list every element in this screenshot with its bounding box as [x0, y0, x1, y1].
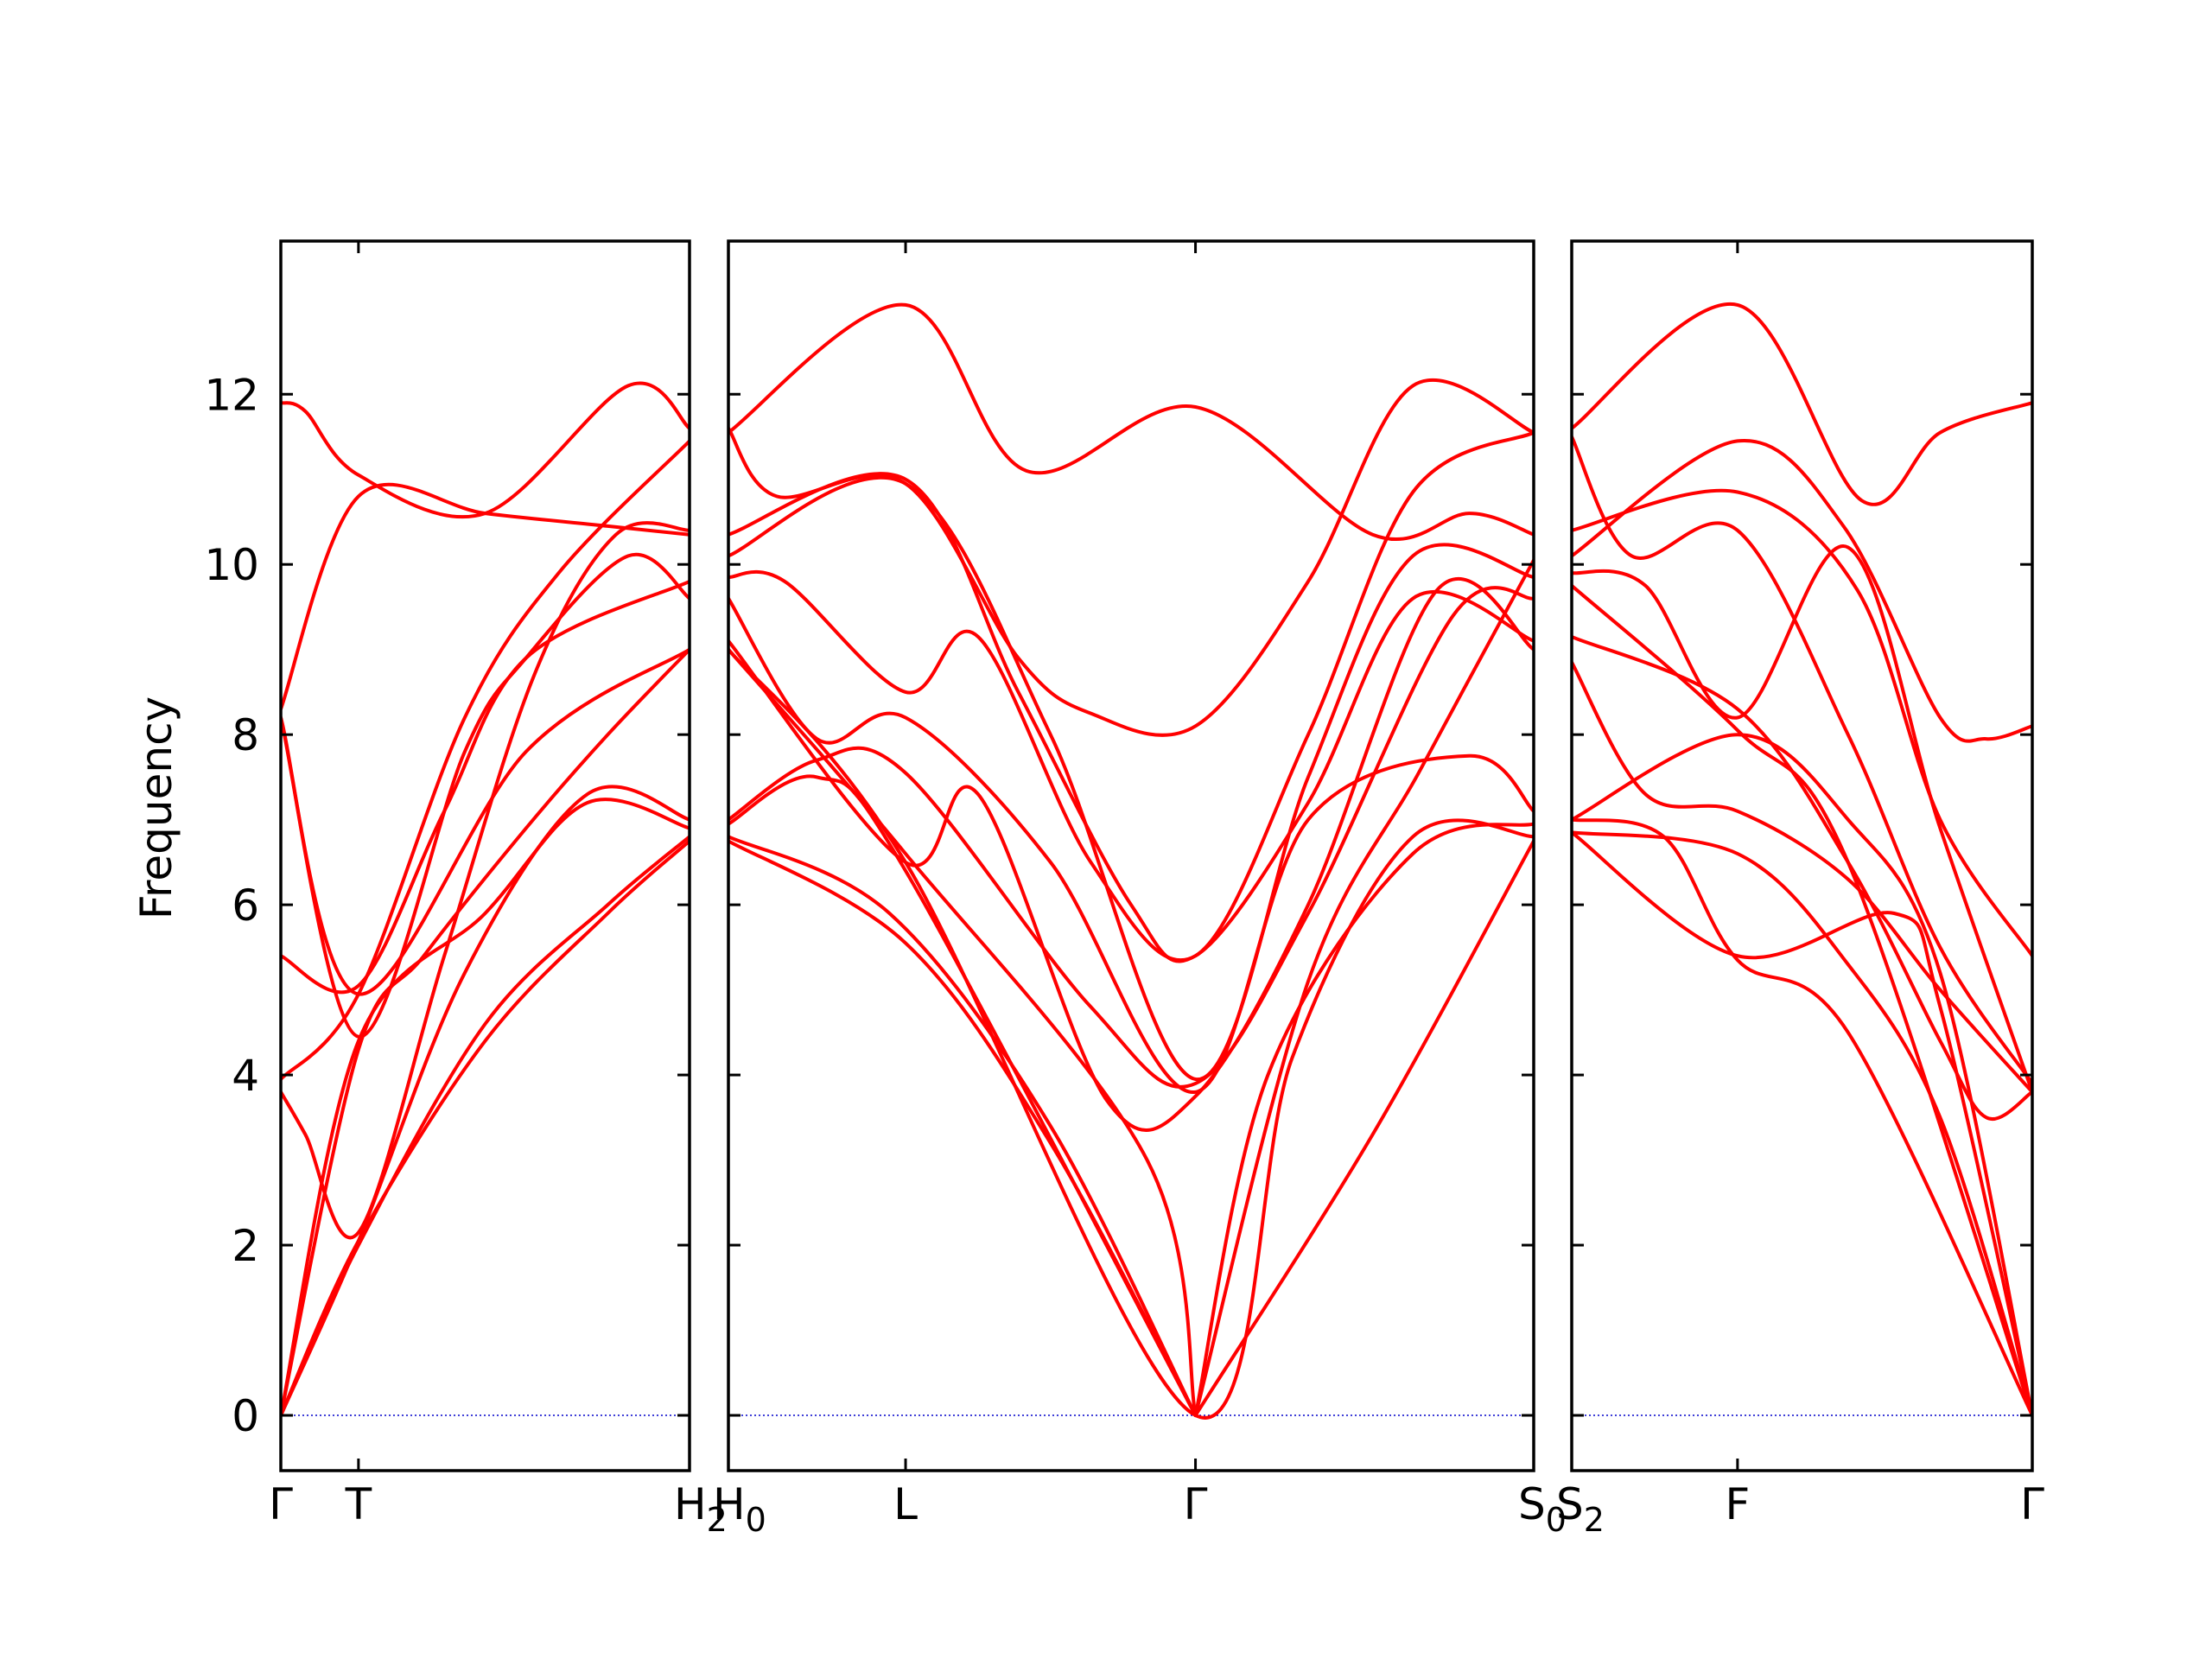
x-tick-label: Γ: [269, 1479, 293, 1529]
band-line: [728, 472, 1534, 963]
band-line: [281, 647, 690, 1417]
y-tick-label: 6: [232, 880, 259, 931]
band-line: [1572, 544, 2032, 1094]
band-line: [728, 647, 1534, 1420]
panel-1-bands: [281, 381, 690, 1417]
y-tick-label: 10: [204, 540, 259, 590]
band-line: [281, 839, 690, 1417]
y-tick-label: 0: [232, 1391, 259, 1441]
band-line: [1572, 583, 2032, 1417]
x-tick-label: Γ: [1184, 1479, 1208, 1529]
y-tick-label: 8: [232, 710, 259, 760]
band-line: [281, 381, 690, 519]
panel-frame: [727, 239, 1535, 1472]
band-line: [1572, 733, 2032, 1417]
band-line: [281, 482, 690, 711]
band-line: [1193, 839, 1534, 1417]
panel-frame: [279, 239, 691, 1472]
band-line: [728, 302, 1534, 542]
band-line: [728, 647, 1198, 1417]
band-line: [728, 839, 1198, 1417]
band-line: [728, 475, 1534, 1082]
band-line: [1572, 634, 2032, 1122]
y-tick-labels: 0 2 4 6 8 10 12: [204, 370, 259, 1441]
panel-3-bands: [1572, 302, 2032, 1417]
band-line: [281, 647, 690, 996]
panel-frame: [1570, 239, 2034, 1472]
x-tick-label: F: [1725, 1479, 1750, 1529]
band-line: [281, 439, 690, 1081]
x-tick-label: T: [345, 1479, 372, 1529]
band-line: [1572, 817, 2032, 1417]
band-line: [728, 576, 1534, 1132]
y-tick-label: 12: [204, 370, 259, 420]
panel-2-bands: [728, 302, 1534, 1420]
band-line: [1572, 830, 2032, 1417]
x-tick-label: Γ: [2020, 1479, 2044, 1529]
band-line: [1572, 302, 2032, 506]
y-axis-label: Frequency: [131, 696, 181, 919]
band-line: [728, 596, 1534, 1094]
band-line: [728, 430, 1534, 963]
band-line: [1572, 439, 2032, 743]
band-line: [1572, 488, 2032, 958]
band-line: [1193, 558, 1534, 1417]
x-tick-label: L: [893, 1479, 918, 1529]
band-line: [1572, 660, 2032, 1094]
band-line: [281, 785, 690, 1417]
band-line: [728, 586, 1534, 1089]
band-line: [1572, 830, 2032, 1417]
y-tick-label: 2: [232, 1221, 259, 1271]
y-tick-label: 4: [232, 1051, 259, 1101]
band-line: [1572, 435, 2032, 1085]
band-line: [281, 798, 690, 1417]
panel-3: S2 F Γ: [1556, 239, 2044, 1539]
band-line: [281, 552, 690, 1039]
panel-1: Γ T H2: [269, 239, 728, 1539]
